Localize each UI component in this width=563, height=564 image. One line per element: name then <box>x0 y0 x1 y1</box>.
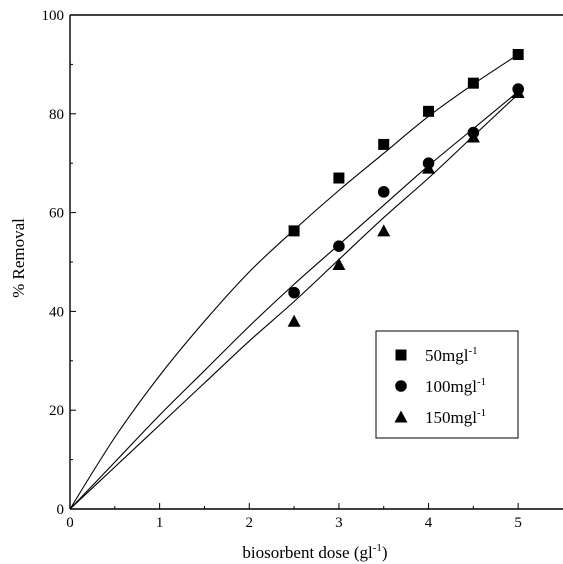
x-axis-title-main: biosorbent dose (gl <box>242 543 373 562</box>
legend-label-sup: -1 <box>477 376 486 388</box>
x-tick-label-4: 4 <box>425 515 433 531</box>
legend-marker-square <box>395 349 407 361</box>
legend-marker-circle <box>395 380 407 392</box>
fit-curves <box>69 54 519 510</box>
point-triangle-5 <box>511 86 525 99</box>
x-tick-label-0: 0 <box>66 515 74 531</box>
y-tick-label-1: 20 <box>49 403 64 419</box>
legend-label-square: 50mgl-1 <box>425 345 478 365</box>
legend-label-main: 100mgl <box>425 377 477 396</box>
point-triangle-1 <box>332 257 346 270</box>
point-triangle-2 <box>377 224 391 237</box>
x-axis-title-end: ) <box>382 543 388 562</box>
x-axis-title-sup: -1 <box>373 542 382 554</box>
x-tick-label-2: 2 <box>246 515 254 531</box>
point-square-4 <box>467 77 479 89</box>
legend-label-circle: 100mgl-1 <box>425 376 486 396</box>
point-square-5 <box>512 49 524 61</box>
legend-label-triangle: 150mgl-1 <box>425 407 486 427</box>
x-tick-label-1: 1 <box>156 515 164 531</box>
legend-label-main: 50mgl <box>425 346 469 365</box>
point-triangle-0 <box>287 314 301 327</box>
legend-label-sup: -1 <box>468 345 477 357</box>
x-tick-label-5: 5 <box>514 515 522 531</box>
point-square-1 <box>333 172 345 184</box>
axes: 0 1 2 3 4 5 0 20 40 60 80 100 <box>42 8 563 531</box>
y-tick-label-2: 40 <box>49 304 64 320</box>
point-circle-2 <box>377 186 390 198</box>
point-triangle-3 <box>422 161 436 174</box>
fit-curve-circle <box>69 91 519 510</box>
y-tick-label-5: 100 <box>42 8 65 24</box>
y-tick-label-3: 60 <box>49 206 64 222</box>
legend-label-sup: -1 <box>477 407 486 419</box>
y-tick-label-4: 80 <box>49 107 64 123</box>
legend-marker-triangle <box>394 410 408 423</box>
point-square-2 <box>378 138 390 150</box>
y-axis-title: % Removal <box>9 218 28 298</box>
data-points <box>287 49 525 327</box>
point-circle-1 <box>333 240 345 252</box>
point-square-0 <box>288 225 300 237</box>
x-axis-title: biosorbent dose (gl-1) <box>242 542 387 562</box>
legend-label-main: 150mgl <box>425 408 477 427</box>
fit-curve-triangle <box>69 93 519 510</box>
fit-curve-square <box>69 54 519 510</box>
point-circle-0 <box>288 286 300 299</box>
y-tick-label-0: 0 <box>57 502 65 518</box>
point-square-3 <box>423 105 435 117</box>
x-tick-label-3: 3 <box>335 515 343 531</box>
point-triangle-4 <box>466 130 480 143</box>
